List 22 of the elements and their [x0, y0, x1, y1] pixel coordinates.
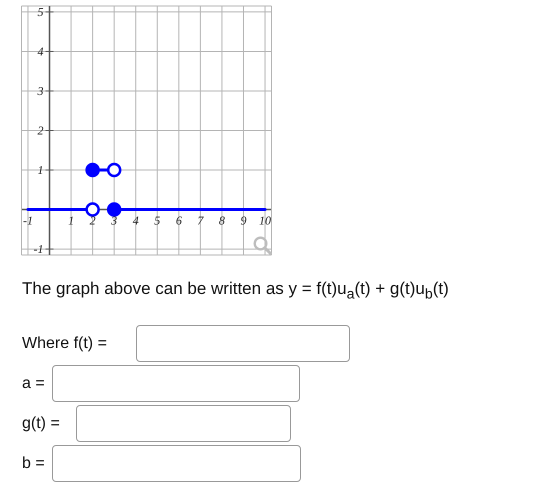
text: a = [22, 374, 45, 392]
y-tick-label: 4 [38, 44, 44, 58]
y-tick-label: 1 [38, 163, 44, 178]
x-tick-label: 2 [90, 214, 96, 228]
x-tick-label: 5 [154, 214, 160, 228]
text: b = [22, 454, 45, 472]
text: g(t) = [22, 414, 60, 432]
y-tick-label: -1 [34, 242, 44, 256]
x-tick-label: 7 [197, 214, 204, 228]
y-tick-label: 2 [38, 124, 44, 138]
y-tick-label: 3 [36, 84, 44, 98]
y-tick-label: 5 [38, 4, 44, 19]
x-tick-label: -1 [22, 214, 33, 228]
x-tick-label: 4 [132, 214, 139, 228]
text: The graph above can be written as y = f(t)u$_{a}$(t) + g(t)u$_{b}$(t) [22, 279, 449, 302]
x-tick-label: 6 [176, 214, 182, 228]
x-tick-label: 3 [110, 214, 118, 228]
x-tick-label: 9 [240, 214, 246, 228]
text: Where f(t) = [22, 334, 107, 352]
x-tick-label: 1 [68, 214, 74, 228]
x-tick-label: 8 [218, 214, 225, 228]
x-tick-label: 10 [259, 214, 272, 228]
